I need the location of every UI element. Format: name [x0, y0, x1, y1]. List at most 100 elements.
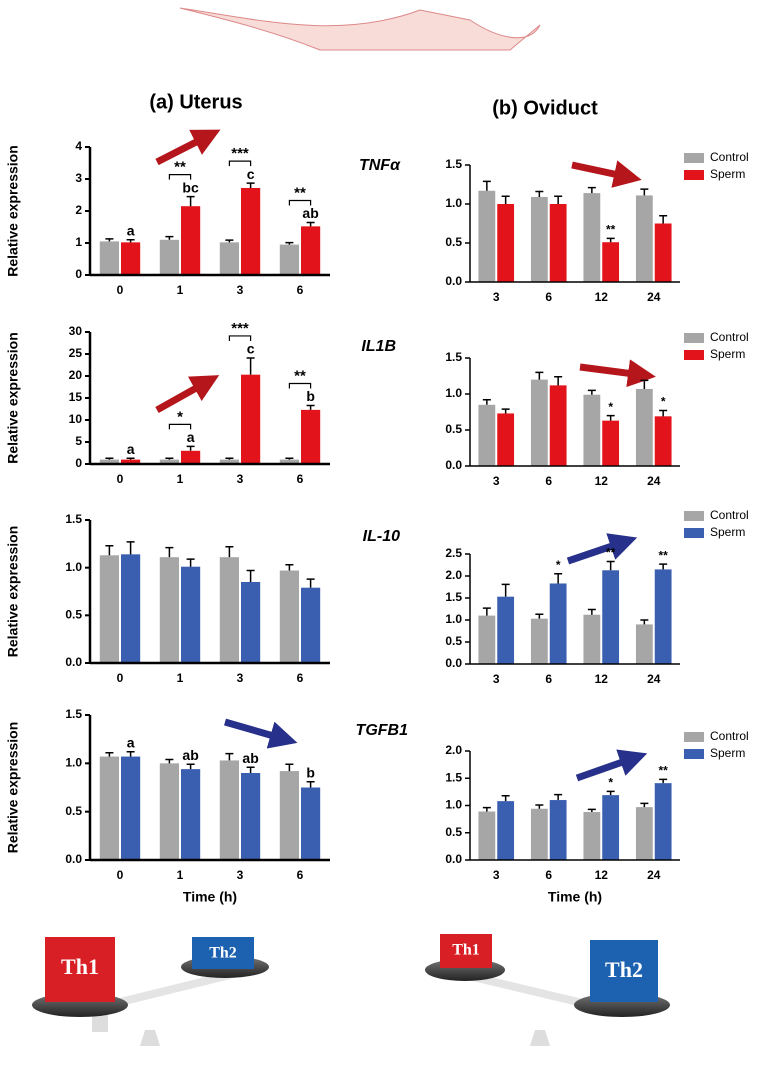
- x-tick-label: 3: [237, 283, 244, 297]
- bar: [241, 581, 261, 663]
- y-tick-label: 2.0: [445, 743, 462, 757]
- error-bar: [640, 379, 649, 389]
- error-bar: [482, 607, 491, 616]
- x-tick-label: 6: [297, 472, 304, 486]
- th1-label: Th1: [61, 954, 99, 979]
- x-tick-label: 6: [545, 290, 552, 304]
- bar: [654, 223, 672, 282]
- error-bar: [606, 237, 615, 243]
- significance-label: **: [658, 764, 668, 778]
- bar: [654, 569, 672, 664]
- error-bar: [126, 541, 135, 555]
- y-axis-label: Relative expression: [5, 145, 21, 277]
- x-tick-label: 6: [545, 672, 552, 686]
- y-tick-label: 0.5: [65, 804, 82, 818]
- y-tick-label: 15: [69, 390, 83, 404]
- significance-label: *: [608, 400, 613, 414]
- bar: [497, 801, 515, 860]
- y-tick-label: 1.5: [65, 707, 82, 721]
- error-bar: [186, 445, 195, 451]
- bar: [181, 566, 201, 663]
- bar: [99, 555, 119, 663]
- y-tick-label: 1.0: [445, 196, 462, 210]
- bar: [121, 756, 141, 860]
- error-bar: [225, 457, 234, 460]
- y-tick-label: 2.0: [445, 568, 462, 582]
- error-bar: [105, 238, 114, 242]
- error-bar: [501, 195, 510, 204]
- trend-arrows: [155, 129, 656, 782]
- bar: [219, 242, 239, 275]
- error-bar: [606, 560, 615, 571]
- error-bar: [587, 808, 596, 813]
- x-tick-label: 3: [493, 290, 500, 304]
- error-bar: [535, 371, 544, 380]
- error-bar: [246, 182, 255, 188]
- y-tick-label: 4: [75, 139, 82, 153]
- legend-swatch: [684, 528, 704, 538]
- bar: [530, 196, 548, 282]
- error-bar: [640, 188, 649, 196]
- legend-swatch: [684, 350, 704, 360]
- organ-illustration: [179, 7, 541, 51]
- error-bar: [285, 763, 294, 772]
- x-tick-label: 0: [117, 868, 124, 882]
- bar: [497, 596, 515, 664]
- bar: [219, 459, 239, 464]
- y-tick-label: 0.5: [445, 634, 462, 648]
- bar: [530, 618, 548, 664]
- x-tick-label: 1: [177, 868, 184, 882]
- error-bar: [482, 180, 491, 191]
- x-tick-label: 6: [545, 474, 552, 488]
- x-tick-label: 12: [595, 672, 609, 686]
- bar: [549, 583, 567, 664]
- bar: [241, 187, 261, 275]
- legend-label: Control: [710, 330, 749, 344]
- bar: [99, 459, 119, 464]
- bar: [654, 416, 672, 466]
- significance-label: *: [608, 776, 613, 790]
- y-tick-label: 20: [69, 368, 83, 382]
- bar: [602, 242, 620, 282]
- legend-label: Sperm: [710, 746, 745, 760]
- bar: [635, 195, 653, 282]
- gene-label: IL-10: [363, 528, 400, 545]
- significance-label: c: [247, 341, 255, 357]
- y-tick-label: 1.5: [65, 512, 82, 526]
- significance-label: b: [306, 388, 315, 404]
- bracket-label: *: [177, 408, 183, 425]
- error-bar: [659, 778, 668, 784]
- x-tick-label: 24: [647, 474, 661, 488]
- bar: [279, 570, 299, 663]
- y-tick-label: 0.0: [65, 655, 82, 669]
- bracket: [168, 423, 192, 430]
- bracket-label: **: [174, 159, 186, 176]
- error-bar: [606, 790, 615, 796]
- bar: [583, 812, 601, 860]
- bar: [219, 557, 239, 663]
- heading: (b) Oviduct: [492, 97, 598, 119]
- y-tick-label: 3: [75, 171, 82, 185]
- y-tick-label: 1: [75, 235, 82, 249]
- bar: [301, 787, 321, 860]
- error-bar: [306, 578, 315, 588]
- x-tick-label: 12: [595, 474, 609, 488]
- bar: [583, 193, 601, 282]
- x-tick-label: 24: [647, 672, 661, 686]
- legend-label: Sperm: [710, 347, 745, 361]
- error-bar: [126, 457, 135, 460]
- error-bar: [554, 375, 563, 386]
- y-tick-label: 0.0: [445, 656, 462, 670]
- y-tick-label: 0.0: [65, 852, 82, 866]
- error-bar: [285, 457, 294, 460]
- bracket: [288, 382, 312, 389]
- bar: [121, 242, 141, 275]
- error-bar: [535, 804, 544, 809]
- y-tick-label: 0: [75, 456, 82, 470]
- bar: [121, 554, 141, 663]
- significance-label: a: [187, 429, 195, 445]
- x-axis-label: Time (h): [548, 889, 602, 905]
- legend-swatch: [684, 511, 704, 521]
- balance-right: Th1 Th2: [425, 934, 670, 1046]
